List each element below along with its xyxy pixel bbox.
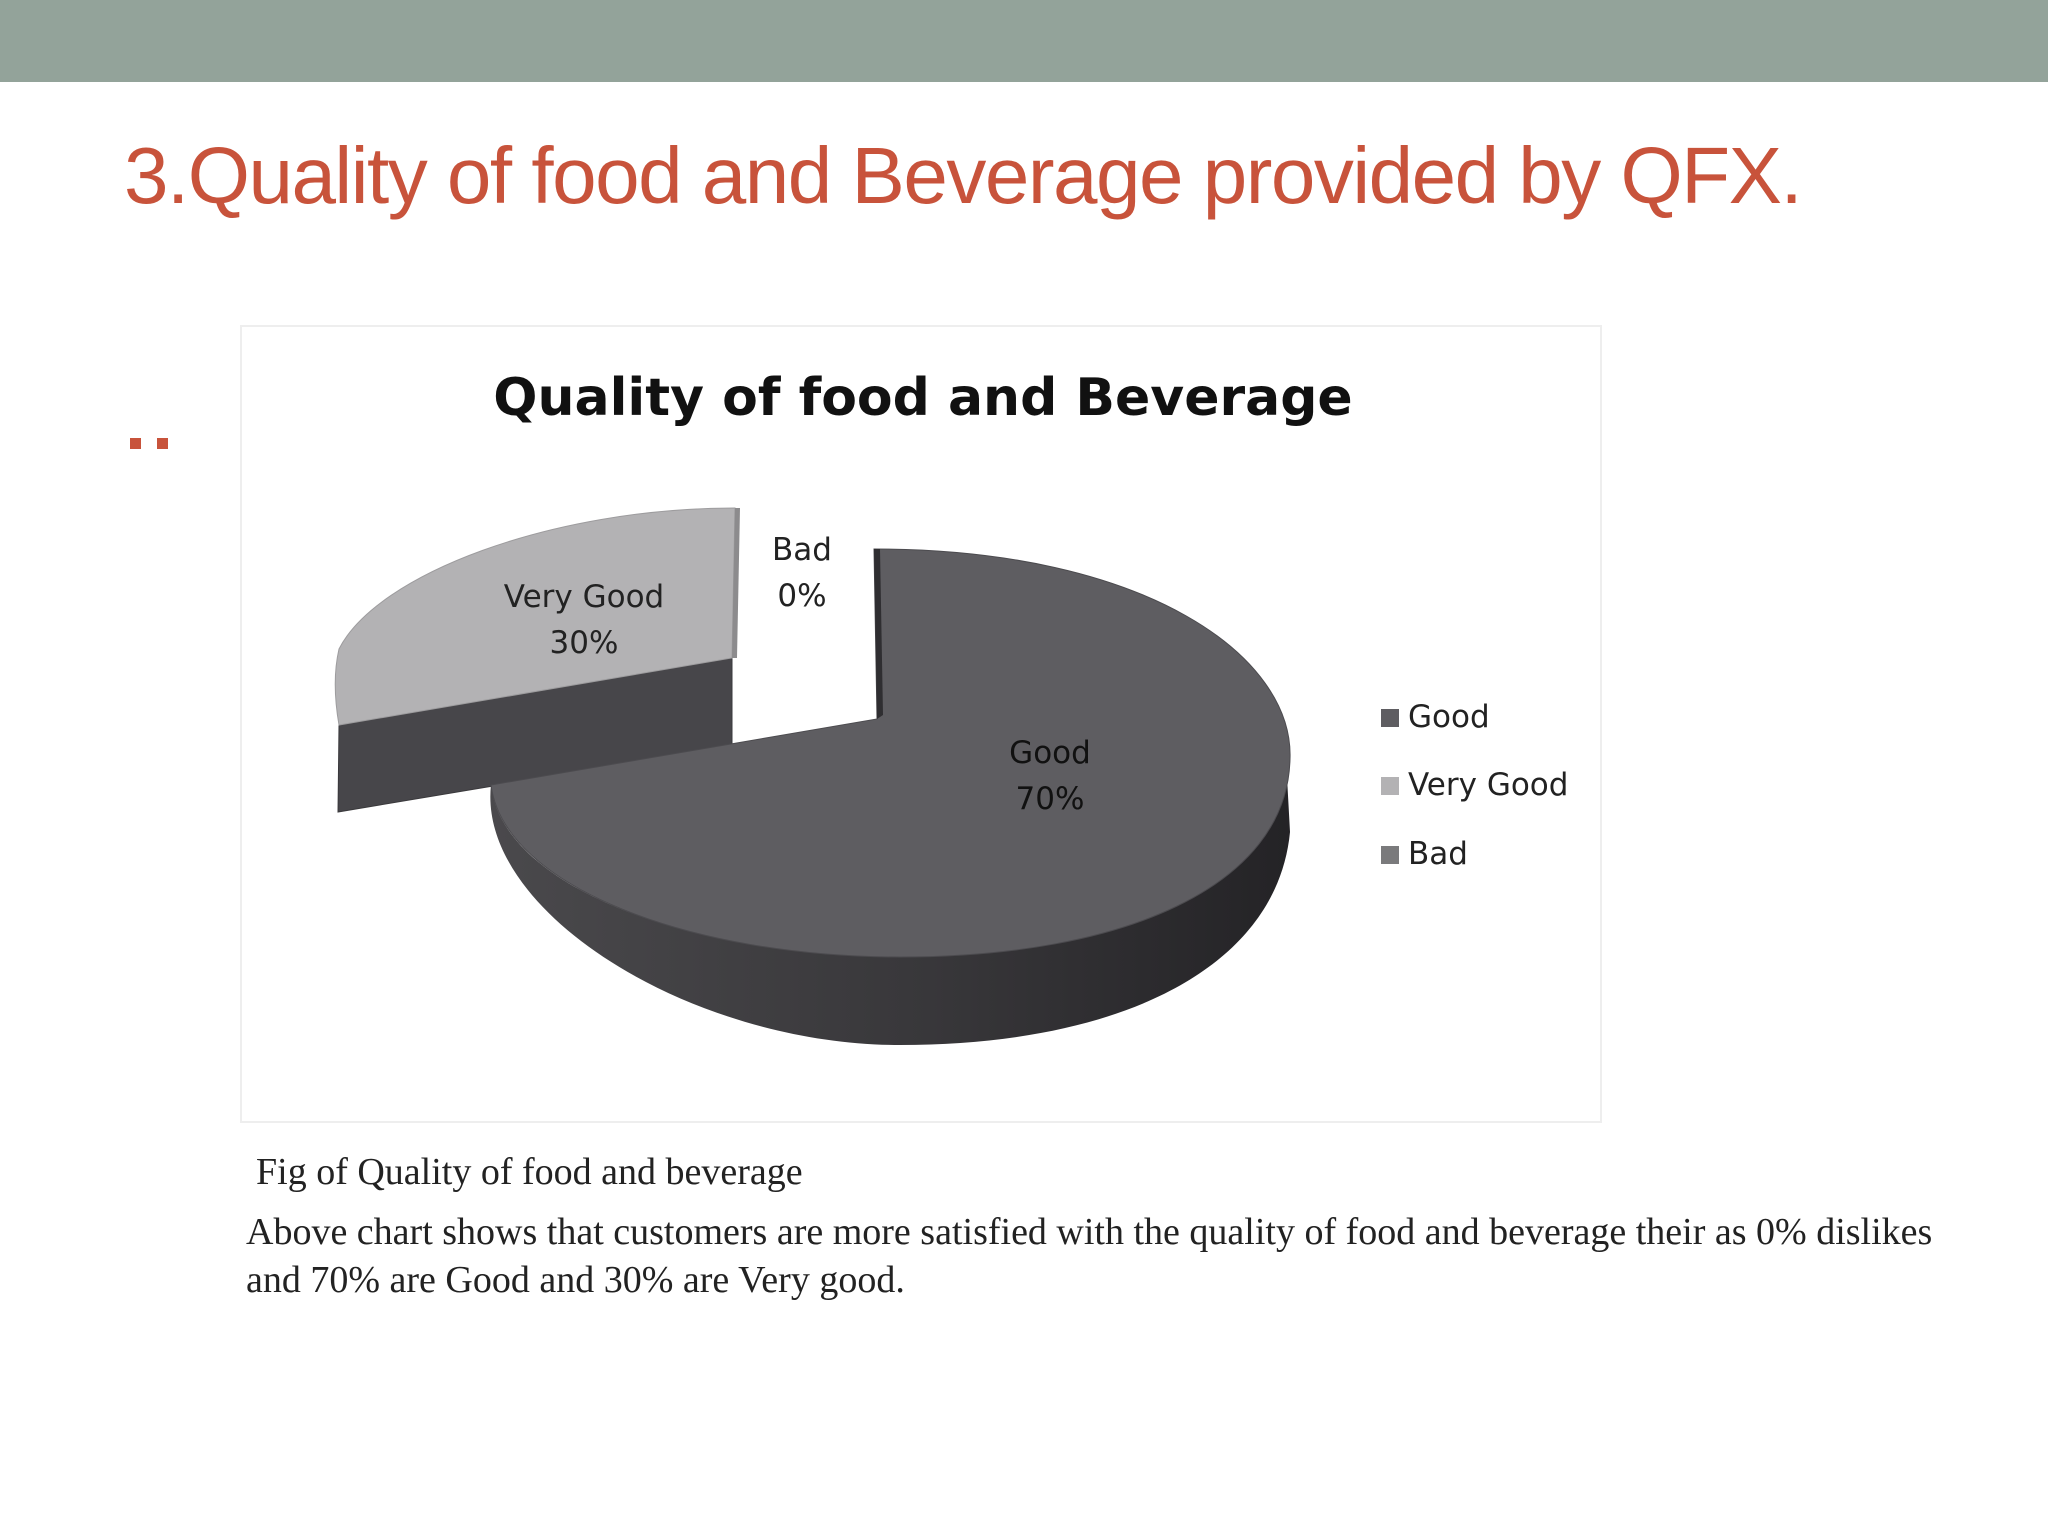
legend-swatch-good [1381,709,1399,727]
label-bad-value: 0% [777,578,826,614]
legend-label-good: Good [1408,699,1490,735]
top-accent-bar [0,0,2048,82]
label-bad-name: Bad [772,532,832,568]
label-good-value: 70% [1016,781,1085,817]
slice-good-side [490,759,1290,1045]
legend-swatch-very-good [1381,777,1399,795]
chart-title: Quality of food and Beverage [493,368,1352,428]
slice-good [490,548,1291,1045]
label-good-name: Good [1009,735,1091,771]
pie-chart: Quality of food and Beverage Very Good 3… [240,325,1602,1123]
slice-very-good [334,507,740,813]
chart-legend: Good Very Good Bad [1381,699,1568,872]
bullet-marker [130,438,170,452]
label-very-good-name: Very Good [504,579,664,615]
pie-chart-svg: Quality of food and Beverage Very Good 3… [334,368,1568,1045]
legend-label-bad: Bad [1408,836,1468,872]
figure-caption: Fig of Quality of food and beverage [256,1151,803,1193]
slice-good-top [490,548,1291,958]
slice-good-inner-edge [874,549,883,719]
slice-very-good-top [334,507,736,726]
slice-very-good-rim [732,508,740,658]
legend-swatch-bad [1381,846,1399,864]
label-very-good-value: 30% [550,625,619,661]
legend-label-very-good: Very Good [1408,767,1568,803]
chart-description: Above chart shows that customers are mor… [246,1211,1933,1301]
slide-title: 3.Quality of food and Beverage provided … [124,131,1803,220]
